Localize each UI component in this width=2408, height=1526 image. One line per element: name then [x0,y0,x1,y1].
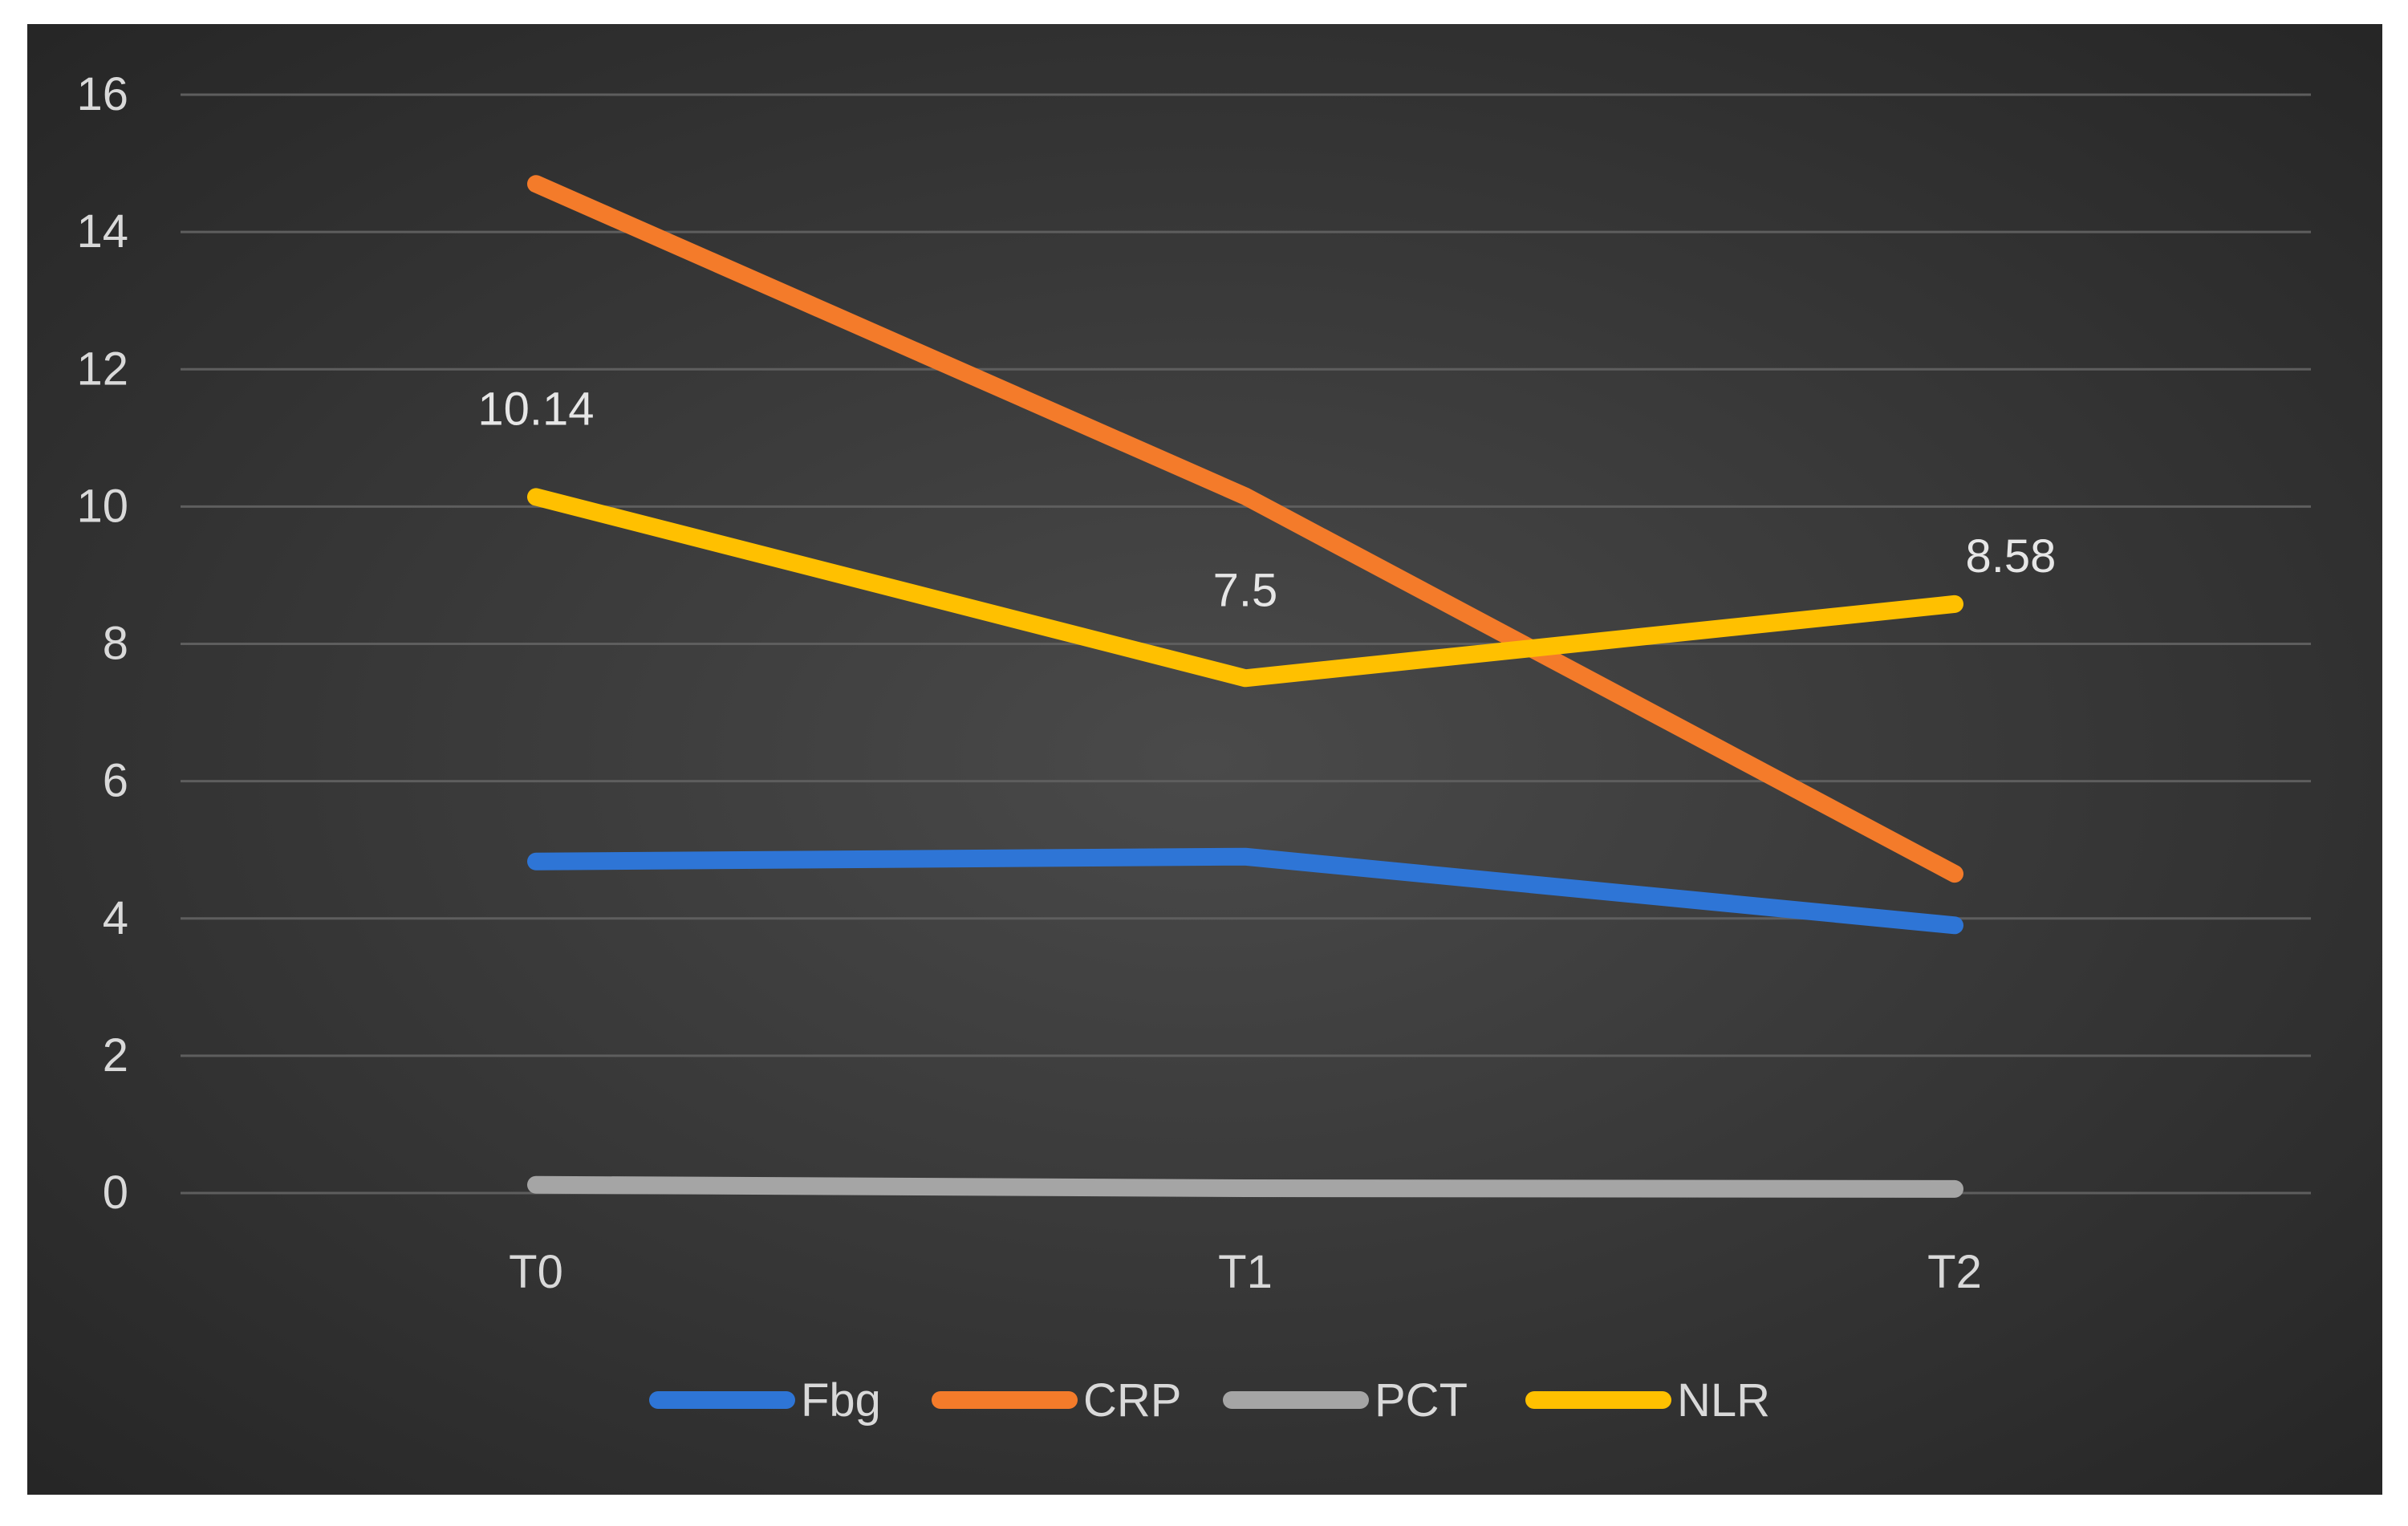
series-lines [527,175,1963,1198]
y-tick-label: 10 [76,480,128,532]
y-axis-ticks: 0 2 4 6 8 10 12 14 16 [76,68,128,1219]
legend-label: Fbg [801,1374,881,1427]
legend-item-crp: CRP [932,1374,1181,1427]
series-line-crp [527,175,1963,883]
legend-item-nlr: NLR [1525,1374,1770,1427]
y-tick-label: 14 [76,205,128,258]
y-tick-label: 0 [103,1167,128,1219]
series-line-nlr [527,488,1963,688]
legend-label: NLR [1677,1374,1770,1427]
y-tick-label: 6 [103,755,128,807]
series-line-pct [527,1175,1963,1198]
data-labels: 10.14 7.5 8.58 [477,383,2056,616]
data-label: 7.5 [1213,564,1278,616]
legend-item-pct: PCT [1223,1374,1468,1427]
legend-label: CRP [1083,1374,1181,1427]
legend-item-fbg: Fbg [649,1374,881,1427]
x-tick-label: T2 [1927,1246,1982,1298]
y-tick-label: 16 [76,68,128,120]
data-label: 10.14 [477,383,594,435]
x-tick-label: T1 [1218,1246,1273,1298]
y-tick-label: 4 [103,892,128,944]
data-label: 8.58 [1966,530,2057,582]
y-tick-label: 12 [76,343,128,395]
grid-lines [181,93,2311,1195]
series-line-fbg [527,847,1963,935]
y-tick-label: 2 [103,1029,128,1082]
legend-label: PCT [1375,1374,1468,1427]
chart-background [27,24,2382,1495]
y-tick-label: 8 [103,618,128,670]
x-axis-ticks: T0 T1 T2 [509,1246,1982,1298]
x-tick-label: T0 [509,1246,563,1298]
legend: Fbg CRP PCT NLR [649,1374,1770,1427]
